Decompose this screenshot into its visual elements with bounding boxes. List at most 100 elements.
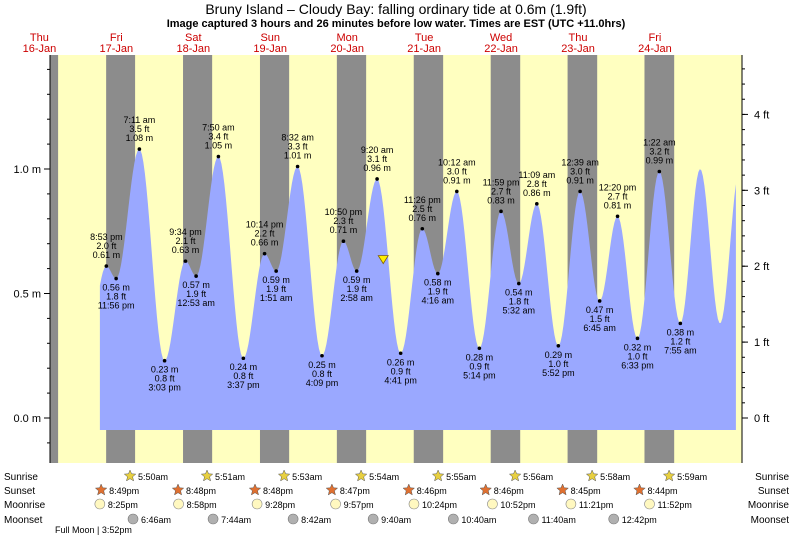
sunset-icon bbox=[325, 483, 339, 496]
day-name-3: Sun bbox=[260, 32, 280, 44]
event-ft-12: 2.3 ft bbox=[333, 216, 354, 226]
day-name-6: Wed bbox=[490, 32, 512, 44]
event-time-12: 10:50 pm bbox=[325, 207, 363, 217]
event-time-9: 1:51 am bbox=[260, 293, 293, 303]
moonset-icon bbox=[448, 513, 459, 525]
event-ft-11: 0.8 ft bbox=[312, 369, 333, 379]
event-m-6: 1.05 m bbox=[205, 141, 233, 151]
right-tick-label: 4 ft bbox=[754, 109, 769, 121]
tide-point-16 bbox=[420, 226, 425, 231]
event-time-26: 12:20 pm bbox=[599, 182, 637, 192]
tide-point-9 bbox=[274, 269, 278, 273]
event-m-9: 0.59 m bbox=[262, 275, 290, 285]
sunrise-row-label-right: Sunrise bbox=[755, 472, 789, 483]
event-m-13: 0.59 m bbox=[343, 275, 371, 285]
day-date-4: 20-Jan bbox=[330, 43, 364, 55]
event-time-29: 7:55 am bbox=[664, 345, 697, 355]
moonset-time-2: 8:42am bbox=[301, 515, 331, 525]
sunrise-icon bbox=[200, 469, 214, 482]
tide-point-6 bbox=[216, 154, 221, 159]
day-date-3: 19-Jan bbox=[253, 43, 287, 55]
event-ft-19: 0.9 ft bbox=[469, 361, 490, 371]
left-tick-label: 0.5 m bbox=[13, 289, 41, 301]
sunrise-icon bbox=[662, 469, 676, 482]
sunrise-icon bbox=[123, 469, 137, 482]
sunrise-time-5: 5:56am bbox=[523, 472, 553, 482]
tide-point-11 bbox=[320, 353, 324, 358]
day-name-0: Thu bbox=[30, 32, 49, 44]
event-time-24: 12:39 am bbox=[561, 157, 599, 167]
event-ft-18: 3.0 ft bbox=[447, 166, 468, 176]
event-ft-13: 1.9 ft bbox=[347, 284, 368, 294]
moonset-icon bbox=[608, 513, 620, 525]
event-time-6: 7:50 am bbox=[202, 123, 235, 133]
event-m-11: 0.25 m bbox=[308, 360, 336, 370]
event-time-17: 4:16 am bbox=[422, 296, 455, 306]
tide-point-26 bbox=[615, 214, 620, 219]
moonrise-time-6: 11:21pm bbox=[579, 500, 613, 510]
moonrise-row-label-right: Moonrise bbox=[748, 500, 790, 511]
tide-point-13 bbox=[354, 269, 359, 273]
event-time-27: 6:33 pm bbox=[621, 360, 654, 370]
event-m-3: 0.23 m bbox=[151, 365, 179, 375]
moonrise-row-label-left: Moonrise bbox=[4, 500, 46, 511]
sunset-row-label-right: Sunset bbox=[758, 486, 789, 497]
event-m-1: 0.56 m bbox=[102, 283, 130, 293]
event-time-2: 7:11 am bbox=[123, 115, 155, 125]
event-ft-26: 2.7 ft bbox=[608, 191, 629, 201]
event-m-26: 0.81 m bbox=[604, 200, 632, 210]
moonset-icon bbox=[528, 513, 539, 525]
sunset-time-6: 8:45pm bbox=[571, 486, 601, 496]
moonrise-time-0: 8:25pm bbox=[108, 500, 138, 510]
event-m-8: 0.66 m bbox=[251, 238, 279, 248]
event-time-21: 5:32 am bbox=[503, 306, 536, 316]
tide-point-3 bbox=[162, 358, 167, 363]
event-m-18: 0.91 m bbox=[443, 175, 471, 185]
event-ft-20: 2.7 ft bbox=[491, 186, 512, 196]
event-time-11: 4:09 pm bbox=[306, 378, 339, 388]
tide-point-4 bbox=[183, 259, 188, 263]
event-m-24: 0.91 m bbox=[566, 175, 594, 185]
current-level-marker bbox=[377, 255, 389, 265]
event-m-22: 0.86 m bbox=[523, 188, 551, 198]
sunset-icon bbox=[556, 483, 569, 496]
event-ft-24: 3.0 ft bbox=[570, 166, 591, 176]
chart-title: Bruny Island – Cloudy Bay: falling ordin… bbox=[205, 1, 586, 17]
sunrise-icon bbox=[431, 469, 445, 482]
event-ft-6: 3.4 ft bbox=[208, 132, 229, 142]
event-m-12: 0.71 m bbox=[330, 225, 358, 235]
right-tick-label: 0 ft bbox=[754, 413, 769, 425]
event-ft-2: 3.5 ft bbox=[129, 124, 150, 134]
event-time-18: 10:12 am bbox=[438, 157, 476, 167]
event-ft-3: 0.8 ft bbox=[155, 374, 176, 384]
sunrise-icon bbox=[354, 469, 368, 482]
day-date-8: 24-Jan bbox=[638, 43, 672, 55]
event-time-3: 3:03 pm bbox=[148, 383, 181, 393]
day-date-5: 21-Jan bbox=[407, 43, 441, 55]
event-ft-15: 0.9 ft bbox=[391, 366, 412, 376]
event-ft-5: 1.9 ft bbox=[186, 289, 207, 299]
event-time-16: 11:26 pm bbox=[404, 195, 441, 205]
event-time-8: 10:14 pm bbox=[246, 220, 284, 230]
event-time-7: 3:37 pm bbox=[227, 380, 260, 390]
tide-point-23 bbox=[556, 343, 561, 348]
moonset-icon bbox=[287, 513, 299, 525]
event-ft-25: 1.5 ft bbox=[590, 314, 611, 324]
moonset-time-1: 7:44am bbox=[221, 515, 251, 525]
day-labels: Thu16-JanFri17-JanSat18-JanSun19-JanMon2… bbox=[23, 32, 672, 55]
event-ft-9: 1.9 ft bbox=[266, 284, 287, 294]
event-time-13: 2:58 am bbox=[340, 293, 373, 303]
moonrise-icon bbox=[94, 498, 106, 510]
moonrise-icon bbox=[487, 498, 498, 510]
left-tick-label: 0.0 m bbox=[13, 413, 41, 425]
sunrise-time-7: 5:59am bbox=[677, 472, 707, 482]
sunset-time-2: 8:48pm bbox=[263, 486, 293, 496]
moonset-icon bbox=[127, 513, 139, 525]
event-time-5: 12:53 am bbox=[177, 298, 215, 308]
event-time-15: 4:41 pm bbox=[384, 375, 417, 385]
moonset-row-label-left: Moonset bbox=[4, 515, 43, 526]
event-ft-29: 1.2 ft bbox=[670, 336, 691, 346]
sunrise-icon bbox=[277, 469, 291, 482]
